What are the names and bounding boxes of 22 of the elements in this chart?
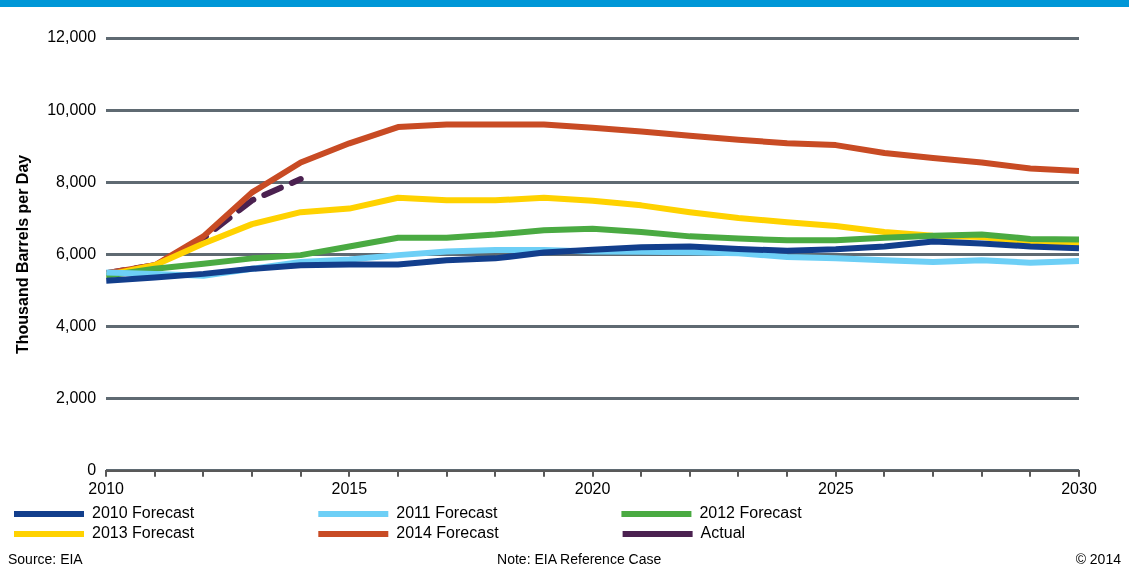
x-tick-label: 2030 (1061, 479, 1097, 497)
y-axis-title: Thousand Barrels per Day (14, 154, 32, 354)
y-tick-label: 12,000 (47, 28, 97, 46)
y-tick-label: 2,000 (56, 389, 97, 407)
source-note: Source: EIA (8, 551, 83, 567)
x-tick-label: 2025 (817, 479, 854, 497)
x-tick-label: 2010 (88, 479, 125, 497)
legend-label: 2010 Forecast (92, 504, 315, 522)
text: © 2014 (1075, 551, 1121, 567)
y-tick-label: 4,000 (56, 316, 97, 334)
y-tick-label: 10,000 (47, 100, 97, 118)
text: Note: EIA Reference Case (497, 551, 662, 567)
x-tick-label: 2020 (574, 479, 611, 497)
y-tick-label: 8,000 (56, 172, 97, 190)
legend-label: 2012 Forecast (699, 504, 922, 522)
x-tick-label: 2015 (331, 479, 368, 497)
y-tick-label: 0 (87, 461, 97, 479)
legend-label: 2013 Forecast (92, 524, 315, 542)
legend-label: 2014 Forecast (396, 524, 619, 542)
y-tick-label: 6,000 (56, 244, 97, 262)
legend-label: 2011 Forecast (396, 504, 618, 522)
legend-label: Actual (700, 524, 897, 542)
